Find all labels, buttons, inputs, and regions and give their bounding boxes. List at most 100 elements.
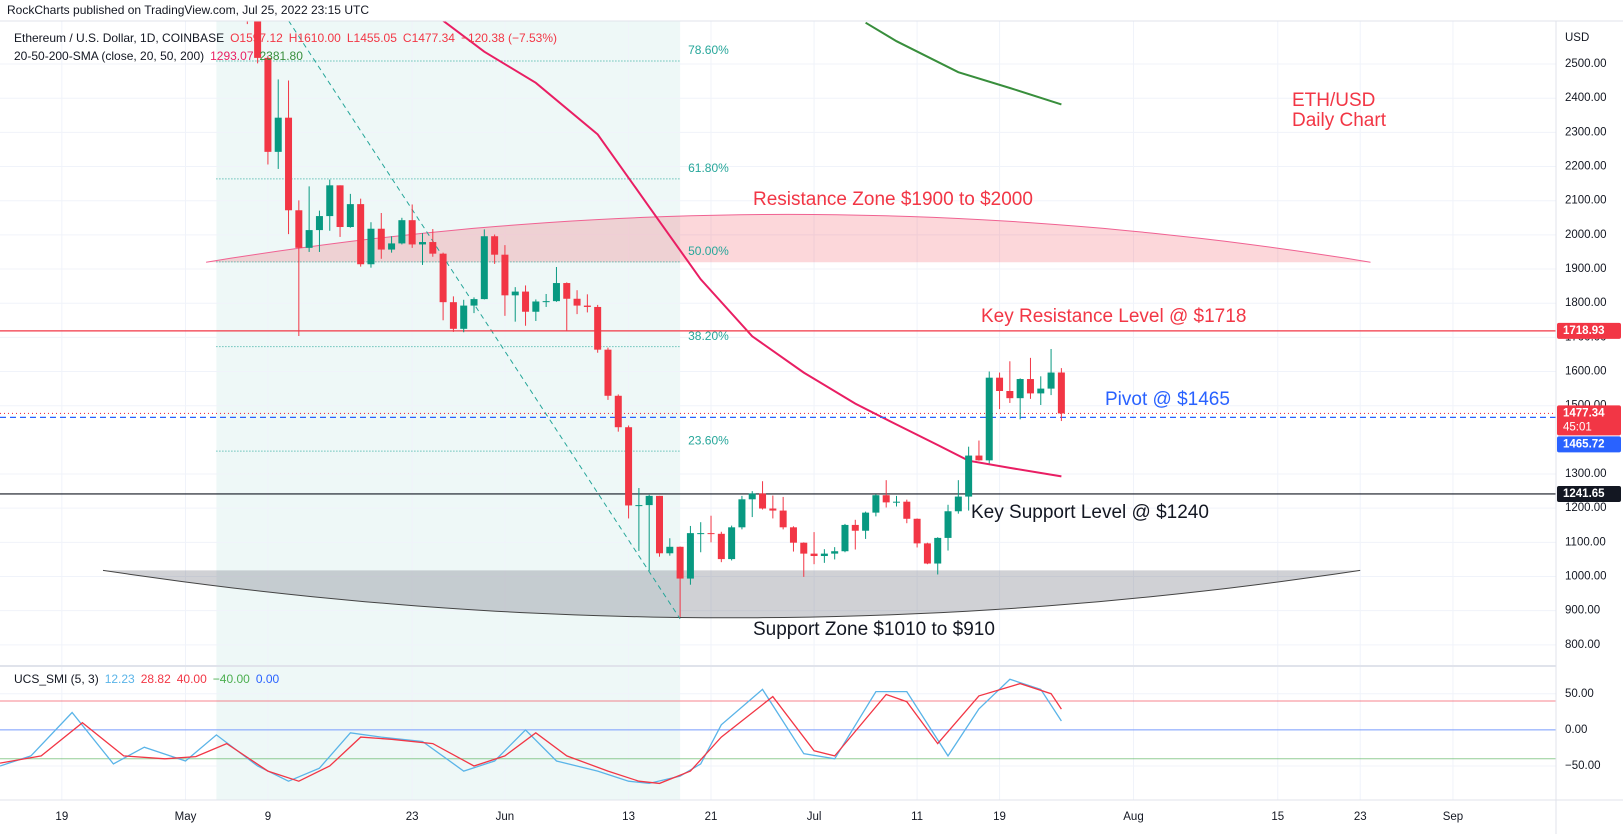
y-tick-label: 900.00: [1565, 605, 1600, 617]
x-tick-label: 23: [406, 811, 419, 823]
candle-body: [367, 228, 375, 265]
level-annotation: Key Resistance Level @ $1718: [981, 306, 1246, 327]
candle-body: [501, 254, 509, 296]
price-box: [1557, 485, 1621, 502]
candle-body: [583, 305, 591, 307]
zone-annotation: Support Zone $1010 to $910: [753, 619, 995, 640]
candle-body: [923, 543, 931, 564]
legend-text: 40.00: [177, 672, 207, 686]
fib-label: 23.60%: [688, 433, 729, 447]
candle-body: [728, 527, 736, 560]
level-annotation: Key Support Level @ $1240: [971, 502, 1209, 523]
legend-text: O1597.12: [230, 31, 283, 45]
smi-line: [0, 678, 1062, 785]
sma-line: [865, 21, 1062, 106]
price-box: [1557, 436, 1621, 453]
candle-body: [965, 455, 973, 497]
candle-body: [449, 302, 457, 329]
legend-text: H1610.00: [289, 31, 341, 45]
overlay: 19 May 9 23 Jun 13 21 Jul 11 19 Aug 15 23 Sep 800.00 90…: [14, 31, 1621, 823]
price-box-label: 1718.93: [1563, 325, 1605, 337]
y-tick-label: 1600.00: [1565, 366, 1607, 378]
candle-body: [748, 493, 756, 500]
candle-body: [954, 496, 962, 512]
y-tick-label: 1100.00: [1565, 536, 1606, 548]
smi-tick-label: 0.00: [1565, 724, 1587, 736]
candle-body: [563, 283, 571, 299]
level-annotation: Pivot @ $1465: [1105, 389, 1230, 410]
x-tick-label: Sep: [1443, 811, 1463, 823]
candle-body: [1037, 388, 1045, 394]
candle-body: [439, 253, 447, 303]
candle-body: [820, 553, 828, 557]
candle-body: [522, 291, 530, 312]
candle-body: [1016, 379, 1024, 399]
candle-body: [779, 510, 787, 528]
price-pane: 78.60% 61.80% 50.00% 38.20% 23.60%: [0, 21, 1556, 665]
candle-body: [903, 501, 911, 519]
candle-body: [717, 533, 725, 560]
candle-body: [532, 301, 540, 312]
x-tick-label: 11: [911, 811, 923, 823]
x-tick-label: 19: [993, 811, 1006, 823]
candle-body: [470, 299, 478, 306]
y-tick-label: 1900.00: [1565, 263, 1607, 275]
candle-body: [882, 495, 890, 503]
candle-body: [975, 455, 983, 461]
fib-region: [216, 21, 681, 665]
fib-trend: [288, 21, 681, 620]
candle-body: [655, 495, 663, 554]
candle-body: [429, 242, 437, 254]
smi-line: [0, 682, 1062, 785]
candle-body: [573, 298, 581, 306]
x-tick-label: 13: [622, 811, 635, 823]
legend-text: C1477.34: [403, 31, 455, 45]
candle-body: [315, 216, 323, 231]
candle-body: [800, 542, 808, 554]
candle-body: [336, 185, 344, 228]
axis-unit: USD: [1565, 32, 1589, 44]
x-tick-label: Jun: [496, 811, 515, 823]
y-tick-label: 1200.00: [1565, 502, 1607, 514]
price-box-label: 1477.34: [1563, 407, 1605, 419]
candle-body: [388, 243, 396, 250]
fib-label: 38.20%: [688, 329, 729, 343]
candle-body: [810, 553, 818, 557]
y-tick-label: 1800.00: [1565, 297, 1607, 309]
fib-label: 78.60%: [688, 43, 729, 57]
candle-body: [398, 220, 406, 244]
smi-tick-label: −50.00: [1565, 760, 1601, 772]
legend-text: 1293.07: [210, 49, 254, 63]
zone-annotation: Resistance Zone $1900 to $2000: [753, 189, 1033, 210]
candle-body: [604, 349, 612, 396]
candle-body: [913, 518, 921, 544]
candle-body: [480, 236, 488, 300]
x-tick-label: 9: [265, 811, 271, 823]
legend-text: −120.38 (−7.53%): [461, 31, 557, 45]
x-tick-label: 19: [55, 811, 68, 823]
price-box: [1557, 405, 1621, 436]
legend-text: 0.00: [256, 672, 280, 686]
candle-body: [1057, 372, 1065, 414]
x-tick-label: 21: [705, 811, 718, 823]
price-box-countdown: 45:01: [1563, 421, 1592, 433]
y-tick-label: 1300.00: [1565, 468, 1607, 480]
candle-body: [759, 493, 767, 509]
smi-tick-label: 50.00: [1565, 688, 1594, 700]
candle-body: [831, 551, 839, 554]
candle-body: [944, 511, 952, 538]
candle-body: [625, 427, 633, 506]
price-box-label: 1241.65: [1563, 488, 1605, 500]
candle-body: [594, 306, 602, 350]
y-tick-label: 2300.00: [1565, 126, 1607, 138]
x-tick-label: 15: [1271, 811, 1284, 823]
y-tick-label: 2500.00: [1565, 58, 1607, 70]
candle-body: [542, 301, 550, 303]
smi-pane: [0, 667, 1556, 800]
candle-body: [635, 505, 643, 507]
candle-body: [254, 21, 262, 58]
legend-text: UCS_SMI (5, 3): [14, 672, 99, 686]
price-box-label: 1465.72: [1563, 438, 1605, 450]
header: RockCharts published on TradingView.com,…: [7, 3, 369, 17]
